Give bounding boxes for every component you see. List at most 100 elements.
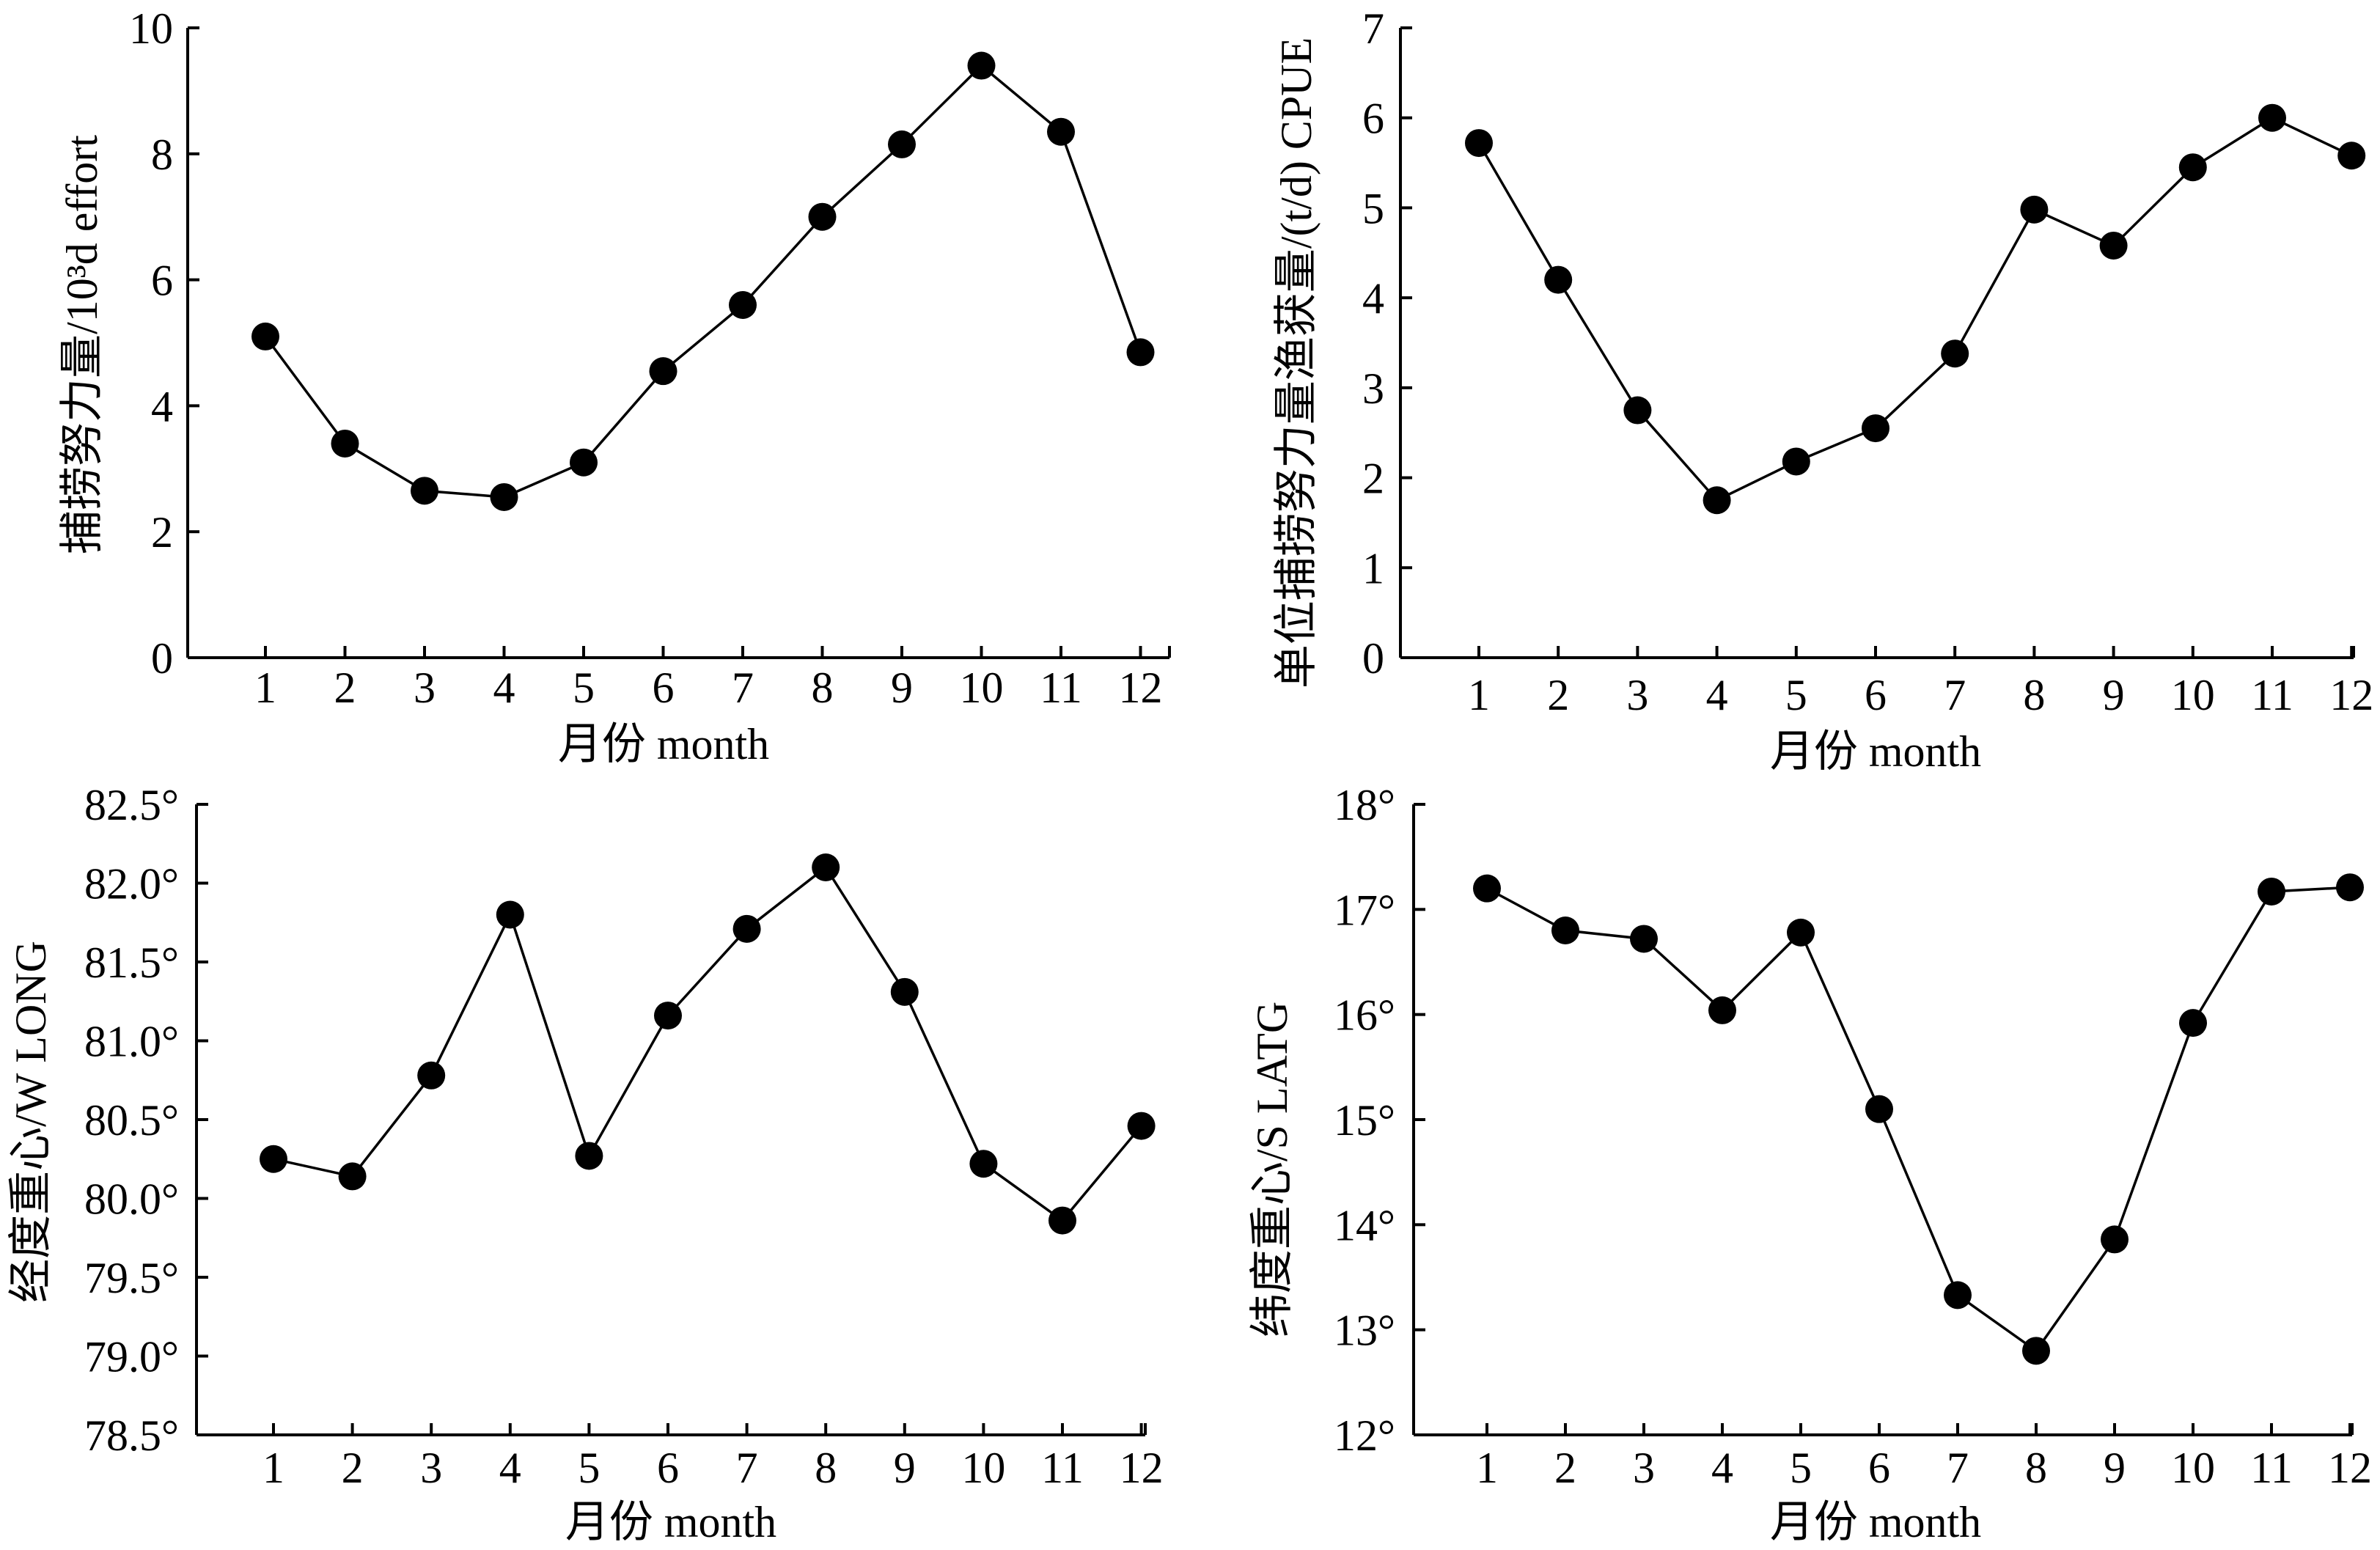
effort-y-tick-label: 6 [151,257,173,305]
cpue-y-axis-title: 单位捕捞努力量渔获量/(t/d) CPUE [1272,37,1321,688]
cpue-x-tick-label: 11 [2251,671,2293,719]
effort-y-tick-label: 10 [129,4,173,53]
cpue-x-tick-label: 12 [2329,671,2373,719]
cpue-data-point [2258,103,2286,132]
latitude-x-tick-label: 1 [1476,1444,1498,1492]
effort-data-point [331,429,359,458]
latitude-y-tick-label: 18° [1334,781,1395,829]
latitude-data-point [2101,1225,2129,1254]
latitude-x-tick-label: 6 [1868,1444,1890,1492]
effort-y-tick-label: 2 [151,508,173,557]
cpue-y-tick-label: 5 [1362,184,1384,232]
effort-y-axis-title: 捕捞努力量/10³d effort [58,135,106,554]
cpue-y-tick-label: 2 [1362,455,1384,503]
longitude-x-tick-label: 8 [815,1444,837,1492]
longitude-y-tick-label: 80.5° [84,1096,179,1145]
latitude-y-tick-label: 14° [1334,1201,1395,1249]
effort-data-point [808,202,837,231]
cpue-x-tick-label: 4 [1706,671,1728,719]
longitude-series-line [273,865,1142,1222]
cpue-y-tick-label: 1 [1362,544,1384,592]
longitude-data-point [575,1142,603,1170]
longitude-x-tick-label: 10 [961,1444,1005,1492]
latitude-data-point [1865,1095,1893,1123]
latitude-y-tick-label: 15° [1334,1096,1395,1145]
latitude-data-point [1787,918,1815,947]
effort-x-tick-label: 12 [1119,664,1163,712]
effort-data-point [888,130,916,158]
cpue-x-tick-label: 3 [1626,671,1648,719]
longitude-data-point [812,853,840,881]
latitude-x-tick-label: 12 [2328,1444,2372,1492]
longitude-x-tick-label: 6 [657,1444,679,1492]
longitude-y-axis-title: 经度重心/W LONG [7,941,55,1303]
latitude-x-tick-label: 2 [1554,1444,1576,1492]
cpue-x-tick-label: 10 [2171,671,2215,719]
longitude-x-axis-title: 月份 month [565,1498,776,1546]
cpue-x-axis-title: 月份 month [1770,727,1981,776]
effort-x-tick-label: 9 [891,664,913,712]
cpue-y-tick-label: 0 [1362,634,1384,683]
effort-data-point [649,357,677,386]
latitude-data-point [1473,874,1501,903]
cpue-y-tick-label: 4 [1362,274,1384,323]
cpue-data-point [1465,129,1493,158]
longitude-x-tick-label: 3 [420,1444,442,1492]
latitude-y-tick-label: 17° [1334,886,1395,934]
cpue-x-tick-label: 6 [1865,671,1887,719]
effort-x-tick-label: 1 [254,664,276,712]
latitude-data-point [1944,1281,1972,1310]
latitude-x-tick-label: 7 [1947,1444,1969,1492]
longitude-y-tick-label: 79.5° [84,1254,179,1302]
longitude-y-tick-label: 80.0° [84,1175,179,1224]
effort-x-tick-label: 10 [960,664,1004,712]
effort-data-point [1126,338,1155,367]
longitude-x-tick-label: 11 [1041,1444,1084,1492]
latitude-x-tick-label: 4 [1711,1444,1733,1492]
effort-x-axis-title: 月份 month [558,720,769,768]
effort-x-tick-label: 7 [732,664,754,712]
longitude-y-tick-label: 81.0° [84,1018,179,1066]
cpue-x-tick-label: 8 [2023,671,2045,719]
longitude-data-point [1048,1206,1076,1235]
longitude-x-tick-label: 1 [262,1444,284,1492]
effort-x-tick-label: 6 [653,664,675,712]
longitude-data-point [338,1162,367,1191]
latitude-x-tick-label: 9 [2104,1444,2126,1492]
longitude-y-tick-label: 78.5° [84,1411,179,1460]
cpue-data-point [1862,414,1889,443]
longitude-data-point [417,1061,446,1090]
effort-data-point [411,477,438,505]
cpue-data-point [1941,339,1969,368]
latitude-data-point [2336,873,2364,902]
cpue-data-point [2178,153,2207,182]
latitude-data-point [1551,917,1579,944]
latitude-x-tick-label: 8 [2025,1444,2047,1492]
effort-data-point [1047,117,1075,146]
longitude-x-tick-label: 7 [736,1444,758,1492]
longitude-data-point [732,914,761,943]
latitude-plot-layer: 12°13°14°15°16°17°18°1 2 3 4 5 6 7 8 9 10 11 12 [1334,781,2372,1492]
cpue-x-tick-label: 5 [1785,671,1807,719]
longitude-x-tick-label: 12 [1120,1444,1164,1492]
effort-data-point [251,322,279,350]
effort-x-tick-label: 4 [493,664,515,712]
latitude-y-tick-label: 16° [1334,991,1395,1040]
effort-x-tick-label: 3 [414,664,436,712]
longitude-y-tick-label: 82.0° [84,860,179,908]
longitude-x-tick-label: 5 [578,1444,600,1492]
cpue-y-tick-label: 3 [1362,364,1384,413]
panel-latitude: 12°13°14°15°16°17°18°1 2 3 4 5 6 7 8 9 10 11 12 月份 … [1248,781,2372,1546]
longitude-data-point [654,1002,682,1030]
effort-x-tick-label: 5 [573,664,595,712]
latitude-y-tick-label: 12° [1334,1411,1395,1460]
latitude-x-tick-label: 11 [2250,1444,2293,1492]
latitude-x-tick-label: 3 [1633,1444,1655,1492]
latitude-data-point [2179,1009,2207,1037]
effort-x-tick-label: 8 [812,664,834,712]
longitude-x-tick-label: 2 [342,1444,364,1492]
